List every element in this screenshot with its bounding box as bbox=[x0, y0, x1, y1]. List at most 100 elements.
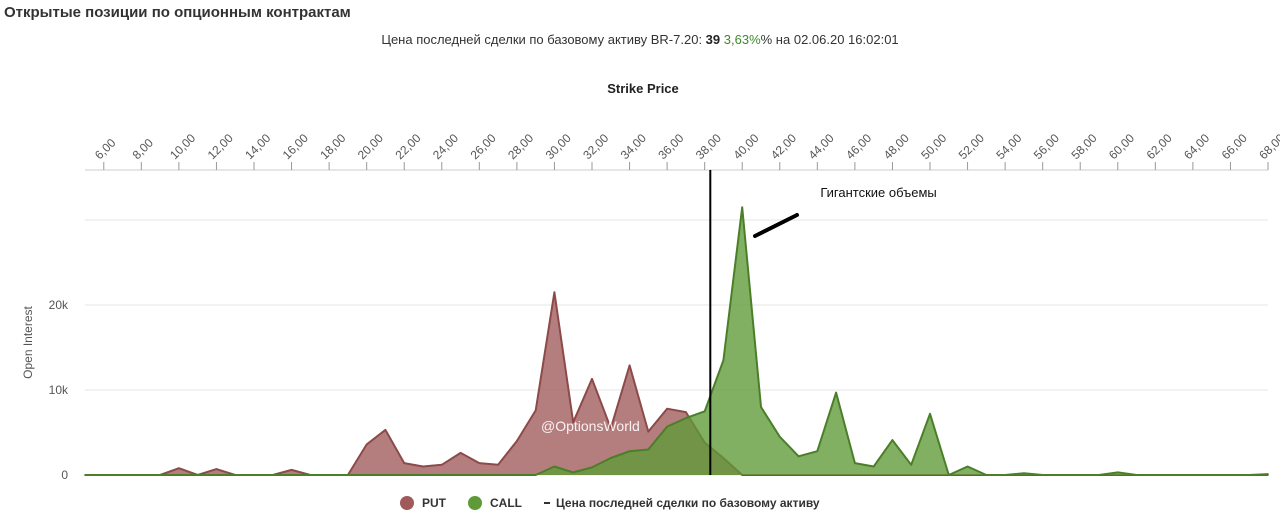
x-tick-label-31: 68,00 bbox=[1256, 131, 1280, 162]
series-put-point-7 bbox=[216, 468, 218, 470]
y-tick-label-1: 10k bbox=[49, 383, 69, 397]
series-call-point-36 bbox=[760, 406, 762, 408]
series-call-point-26 bbox=[572, 472, 574, 474]
series-call-point-56 bbox=[1136, 474, 1138, 476]
open-interest-chart: Strike Price 6,00 8,00 10,00 12,00 14,00 16,00… bbox=[0, 0, 1280, 490]
series-put-point-25 bbox=[554, 292, 556, 294]
x-tick-label-11: 28,00 bbox=[505, 131, 536, 162]
x-tick-label-14: 34,00 bbox=[618, 131, 649, 162]
series-put-point-32 bbox=[685, 411, 687, 413]
y-tick-label-0: 0 bbox=[61, 468, 68, 482]
series-call-point-6 bbox=[197, 474, 199, 476]
series-call-point-9 bbox=[253, 474, 255, 476]
series-put-point-16 bbox=[385, 429, 387, 431]
series-call-point-62 bbox=[1248, 474, 1250, 476]
x-tick-label-21: 48,00 bbox=[881, 131, 912, 162]
series-call-point-23 bbox=[516, 474, 518, 476]
annotation-giant-volumes: Гигантские объемы bbox=[820, 185, 936, 200]
legend: PUT CALL Цена последней сделки по базово… bbox=[400, 496, 842, 510]
series-put-point-5 bbox=[178, 467, 180, 469]
series-call-point-38 bbox=[798, 456, 800, 458]
y-axis-title: Open Interest bbox=[21, 305, 35, 378]
series-call-point-41 bbox=[854, 462, 856, 464]
series-call-point-15 bbox=[366, 474, 368, 476]
series-call-point-0 bbox=[84, 474, 86, 476]
series-put-point-29 bbox=[629, 365, 631, 367]
x-tick-label-9: 24,00 bbox=[430, 131, 461, 162]
series-call-point-12 bbox=[310, 474, 312, 476]
x-tick-label-30: 66,00 bbox=[1219, 131, 1250, 162]
series-call-point-33 bbox=[704, 411, 706, 413]
series-call-point-14 bbox=[347, 474, 349, 476]
legend-call-dot bbox=[468, 496, 482, 510]
series-call-point-11 bbox=[291, 474, 293, 476]
legend-item-call[interactable]: CALL bbox=[468, 496, 522, 510]
series-call-point-16 bbox=[385, 474, 387, 476]
series-call-point-52 bbox=[1061, 474, 1063, 476]
series-call-point-45 bbox=[929, 413, 931, 415]
series-call-point-61 bbox=[1230, 474, 1232, 476]
y-tick-label-2: 20k bbox=[49, 298, 69, 312]
series-call-point-42 bbox=[873, 466, 875, 468]
series-put-point-31 bbox=[666, 408, 668, 410]
series-call-point-30 bbox=[648, 449, 650, 451]
series-call-point-57 bbox=[1155, 474, 1157, 476]
series-call-point-53 bbox=[1079, 474, 1081, 476]
legend-call-label: CALL bbox=[490, 496, 522, 510]
series-put-point-27 bbox=[591, 378, 593, 380]
series-put-point-17 bbox=[403, 462, 405, 464]
series-call-point-18 bbox=[422, 474, 424, 476]
series-call-point-10 bbox=[272, 474, 274, 476]
x-axis: Strike Price6,00 8,00 10,00 12,00 14,00 16,00… bbox=[92, 81, 1280, 170]
series-call-point-55 bbox=[1117, 472, 1119, 474]
x-tick-label-8: 22,00 bbox=[392, 131, 423, 162]
series-call-point-63 bbox=[1267, 473, 1269, 475]
series-call-point-20 bbox=[460, 474, 462, 476]
x-tick-label-17: 40,00 bbox=[730, 131, 761, 162]
x-tick-label-16: 38,00 bbox=[693, 131, 724, 162]
series-call-point-4 bbox=[159, 474, 161, 476]
series-put-point-19 bbox=[441, 464, 443, 466]
series-layer bbox=[84, 207, 1269, 476]
series-put-point-18 bbox=[422, 466, 424, 468]
series-call-point-50 bbox=[1023, 473, 1025, 475]
series-call-point-25 bbox=[554, 466, 556, 468]
series-put-point-15 bbox=[366, 444, 368, 446]
series-call-point-21 bbox=[479, 474, 481, 476]
series-put-point-24 bbox=[535, 410, 537, 412]
legend-item-price[interactable]: Цена последней сделки по базовому активу bbox=[544, 496, 820, 510]
series-call-point-51 bbox=[1042, 474, 1044, 476]
x-tick-label-18: 42,00 bbox=[768, 131, 799, 162]
series-put-point-20 bbox=[460, 452, 462, 454]
x-tick-label-15: 36,00 bbox=[655, 131, 686, 162]
series-put-point-11 bbox=[291, 469, 293, 471]
x-tick-label-1: 8,00 bbox=[130, 135, 157, 162]
series-call-point-60 bbox=[1211, 474, 1213, 476]
y-axis: 0 10k 20k Open Interest bbox=[21, 298, 69, 482]
legend-price-dash bbox=[544, 502, 550, 504]
series-call-point-27 bbox=[591, 467, 593, 469]
series-call-point-13 bbox=[328, 474, 330, 476]
series-call-point-37 bbox=[779, 436, 781, 438]
series-put-point-30 bbox=[648, 431, 650, 433]
x-tick-label-27: 60,00 bbox=[1106, 131, 1137, 162]
x-tick-label-0: 6,00 bbox=[92, 135, 119, 162]
series-call-point-35 bbox=[741, 207, 743, 209]
series-put-point-22 bbox=[497, 464, 499, 466]
series-call-point-8 bbox=[234, 474, 236, 476]
x-tick-label-22: 50,00 bbox=[918, 131, 949, 162]
legend-put-label: PUT bbox=[422, 496, 446, 510]
series-put-point-23 bbox=[516, 440, 518, 442]
x-tick-label-3: 12,00 bbox=[205, 131, 236, 162]
legend-item-put[interactable]: PUT bbox=[400, 496, 446, 510]
x-tick-label-4: 14,00 bbox=[242, 131, 273, 162]
series-call-area bbox=[85, 207, 1268, 475]
series-call-point-29 bbox=[629, 450, 631, 452]
x-tick-label-24: 54,00 bbox=[993, 131, 1024, 162]
series-call-point-48 bbox=[986, 474, 988, 476]
series-call-point-44 bbox=[910, 464, 912, 466]
series-put-point-21 bbox=[479, 462, 481, 464]
series-call-point-22 bbox=[497, 474, 499, 476]
x-axis-title: Strike Price bbox=[607, 81, 679, 96]
x-tick-label-12: 30,00 bbox=[543, 131, 574, 162]
